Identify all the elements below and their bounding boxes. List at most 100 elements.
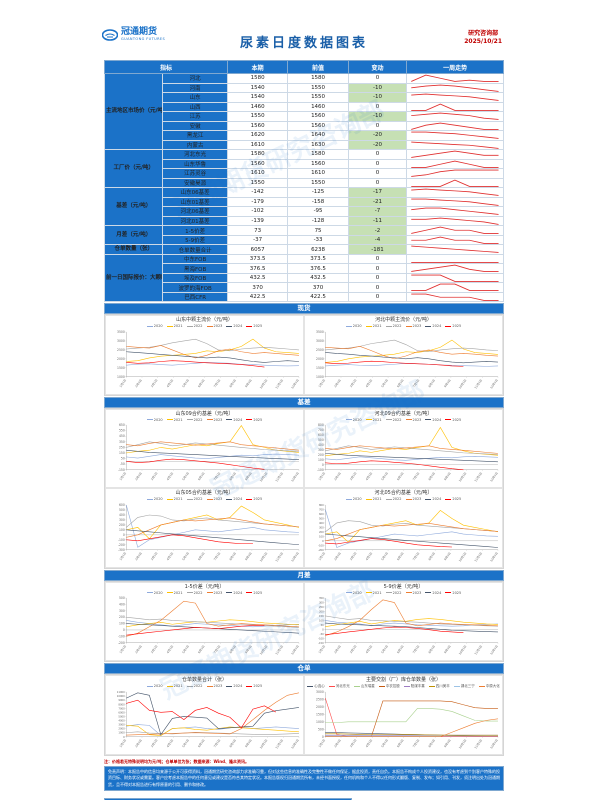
table-row: 山东01基差 -179 -158 -21 — [105, 196, 504, 208]
current-value-cell: 376.5 — [226, 263, 289, 274]
legend-item: 2022 — [186, 591, 203, 596]
current-value-cell: 73 — [226, 225, 289, 236]
previous-value-cell: -33 — [287, 234, 349, 246]
chart-legend: 2020 2021 2022 2023 2024 2025 — [107, 418, 302, 423]
svg-text:500: 500 — [119, 596, 125, 600]
svg-text:1000: 1000 — [316, 375, 324, 379]
legend-item: 2021 — [166, 684, 183, 689]
svg-text:1月1日: 1月1日 — [318, 738, 327, 748]
column-header-change: 变动 — [347, 60, 408, 74]
chart-山东中颗主流价（元/吨）: 山东中颗主流价（元/吨） 2020 2021 2022 2023 2024 2025 1000… — [105, 315, 304, 395]
current-value-cell: 6057 — [226, 244, 289, 255]
svg-text:2月1日: 2月1日 — [333, 378, 342, 388]
change-value-cell: -2 — [347, 225, 408, 236]
svg-text:6月1日: 6月1日 — [197, 645, 206, 655]
chart-legend: 2020 2021 2022 2023 2024 2025 — [107, 324, 302, 329]
current-value-cell: 1540 — [226, 92, 289, 103]
svg-text:1月1日: 1月1日 — [318, 472, 327, 482]
legend-item: 2025 — [246, 324, 262, 329]
previous-value-cell: 1560 — [287, 158, 349, 170]
previous-value-cell: 1580 — [287, 73, 349, 84]
svg-text:3500: 3500 — [316, 330, 324, 334]
svg-text:6月1日: 6月1日 — [197, 472, 206, 482]
sparkline — [411, 103, 499, 111]
legend-color-dash — [345, 592, 352, 594]
svg-text:7月1日: 7月1日 — [412, 738, 421, 748]
svg-text:-100: -100 — [318, 637, 324, 641]
row-label: 1-5价差 — [162, 225, 228, 236]
row-label: 河北 — [162, 73, 228, 84]
svg-text:4000: 4000 — [118, 718, 125, 722]
svg-text:300: 300 — [319, 525, 324, 529]
legend-item: 2022 — [385, 497, 402, 502]
group-label: 前一日国际报价：大颗粒（美元/吨） — [103, 253, 164, 303]
legend-color-dash — [385, 498, 392, 500]
legend-item: 2022 — [385, 418, 402, 423]
svg-text:10月1日: 10月1日 — [259, 738, 269, 749]
svg-text:12月1日: 12月1日 — [290, 472, 300, 483]
current-value-cell: 432.5 — [226, 272, 289, 284]
svg-text:350: 350 — [119, 440, 125, 444]
legend-item: 2025 — [445, 324, 461, 329]
change-value-cell: 0 — [347, 101, 408, 113]
current-value-cell: 370 — [226, 282, 289, 293]
legend-color-dash — [246, 498, 253, 500]
logo-subtitle: GUANTONG FUTURES — [121, 37, 166, 41]
charts-grid: 仓单数量合计（张） 2020 2021 2022 2023 2024 2025 0 1000 20… — [104, 674, 504, 756]
current-value-cell: -37 — [226, 234, 289, 246]
group-label: 主流地区市场价（元/吨） — [103, 72, 164, 151]
legend-item: 2020 — [146, 418, 163, 423]
svg-text:500: 500 — [119, 508, 125, 512]
column-header-weekly-trend: 一周走势 — [406, 60, 504, 74]
chart-legend: 2020 2021 2022 2023 2024 2025 — [107, 591, 302, 596]
legend-color-dash — [385, 419, 392, 421]
current-value-cell: -102 — [226, 206, 289, 217]
sparkline — [411, 283, 499, 292]
row-label: 黑龙江 — [162, 130, 228, 141]
legend-item: 2022 — [186, 497, 203, 502]
chart-仓单数量合计（张）: 仓单数量合计（张） 2020 2021 2022 2023 2024 2025 0 1000 20… — [105, 675, 304, 755]
svg-text:1000: 1000 — [118, 731, 125, 735]
column-header-indicator: 指标 — [104, 60, 228, 74]
charts-grid: 1-5价差（元/吨） 2020 2021 2022 2023 2024 2025 -200 -1… — [104, 580, 504, 663]
row-label: 巴西CFR — [162, 291, 228, 303]
row-label: 安徽昊源 — [162, 177, 228, 189]
sparkline — [411, 160, 499, 168]
svg-text:4月1日: 4月1日 — [365, 551, 374, 561]
svg-text:3000: 3000 — [117, 339, 125, 343]
logo-text: 冠通期货 GUANTONG FUTURES — [121, 28, 165, 42]
sparkline-cell — [406, 130, 504, 141]
svg-text:0: 0 — [322, 463, 324, 467]
legend-item: 2021 — [166, 324, 183, 329]
svg-text:600: 600 — [119, 503, 125, 507]
sparkline — [411, 169, 499, 178]
table-row: 巴西CFR 422.5 422.5 0 — [105, 291, 504, 303]
sparkline-cell — [406, 168, 504, 179]
table-row: 安徽 1560 1560 0 — [105, 120, 504, 132]
row-label: 河北东光 — [162, 149, 228, 160]
svg-text:1月1日: 1月1日 — [318, 378, 327, 388]
legend-color-dash — [246, 419, 253, 421]
svg-text:11月1日: 11月1日 — [274, 738, 284, 749]
svg-text:1月1日: 1月1日 — [119, 551, 128, 561]
chart-河北09合约基差（元/吨）: 河北09合约基差（元/吨） 2020 2021 2022 2023 2024 2025 -10… — [304, 408, 503, 489]
svg-text:500: 500 — [318, 727, 324, 731]
legend-item: 山东瑞星 — [353, 684, 375, 689]
legend-item: 2021 — [365, 497, 382, 502]
table-row: 山西 1460 1460 0 — [105, 101, 504, 113]
previous-value-cell: -125 — [287, 187, 349, 198]
row-label: 山西 — [162, 101, 228, 113]
svg-text:12月1日: 12月1日 — [489, 645, 499, 656]
legend-color-dash — [166, 498, 173, 500]
svg-text:100: 100 — [319, 619, 324, 623]
svg-text:8月1日: 8月1日 — [228, 472, 237, 482]
svg-text:11月1日: 11月1日 — [274, 645, 284, 656]
svg-text:200: 200 — [318, 453, 324, 457]
svg-text:200: 200 — [119, 523, 125, 527]
svg-text:9月1日: 9月1日 — [443, 645, 452, 655]
sparkline-cell — [406, 101, 504, 113]
svg-text:0: 0 — [322, 539, 324, 543]
svg-text:3月1日: 3月1日 — [349, 472, 358, 482]
sparkline-cell — [406, 149, 504, 160]
